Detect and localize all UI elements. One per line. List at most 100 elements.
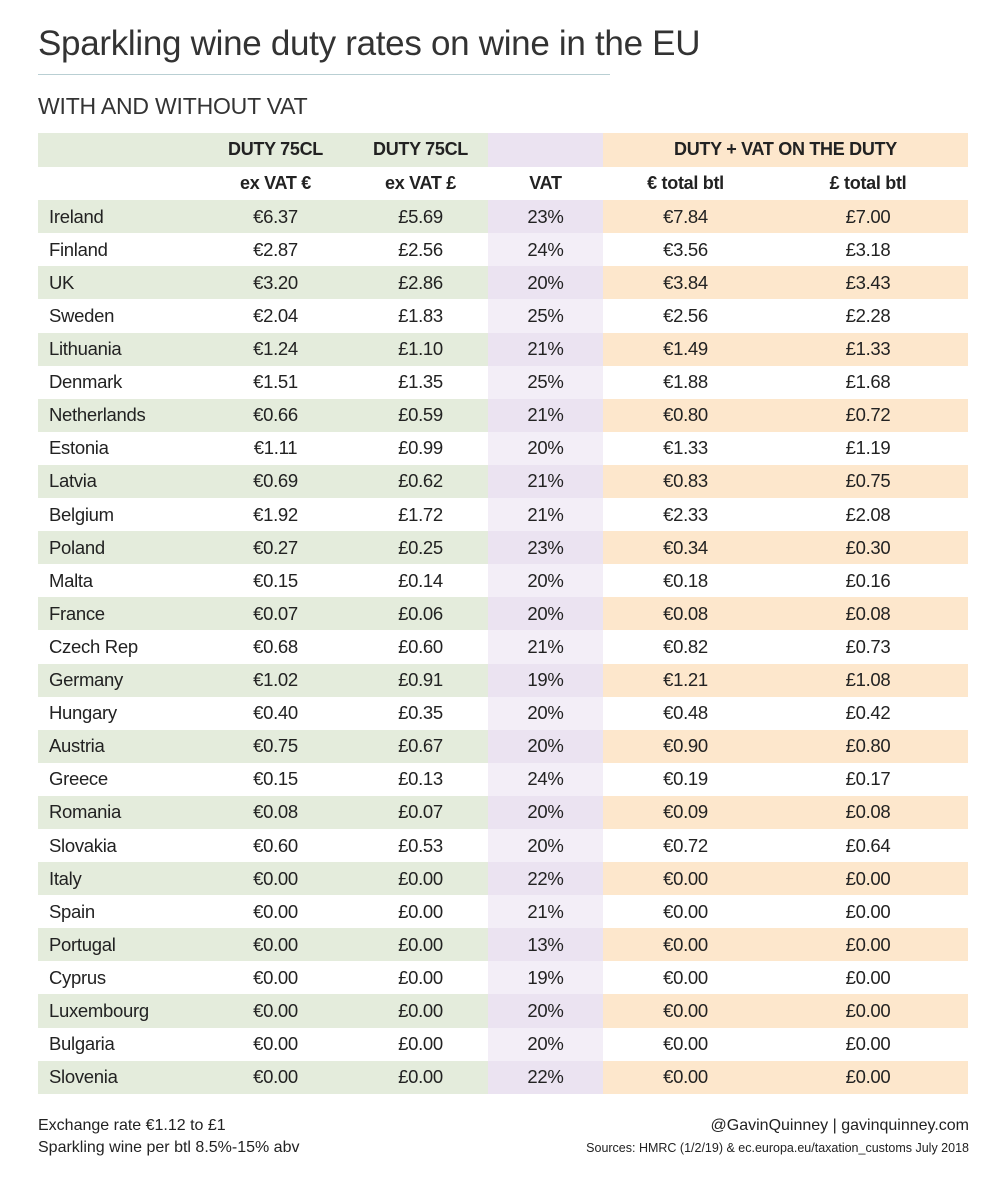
cell-country: UK — [38, 266, 198, 300]
cell-country: Slovakia — [49, 834, 117, 856]
cell-country: Latvia — [38, 464, 198, 499]
cell-duty-ex-vat-eur: €0.15 — [253, 569, 298, 591]
cell-total-eur: €0.90 — [603, 729, 768, 763]
cell-duty-ex-vat-gbp: £0.00 — [353, 1060, 488, 1094]
cell-duty-ex-vat-eur: €0.00 — [253, 1033, 298, 1055]
cell-vat-rate: 21% — [488, 630, 603, 664]
cell-duty-ex-vat-eur: €0.00 — [253, 966, 298, 988]
page-title: Sparkling wine duty rates on wine in the… — [38, 24, 701, 63]
cell-duty-ex-vat-eur: €1.51 — [253, 371, 298, 393]
cell-duty-ex-vat-eur: €0.60 — [253, 834, 298, 856]
cell-vat-rate: 20% — [488, 696, 603, 730]
cell-vat-rate: 22% — [488, 1060, 603, 1094]
cell-duty-ex-vat-eur: €0.08 — [198, 795, 353, 829]
table-row: Czech Rep €0.68 £0.60 21% €0.82 £0.73 — [38, 630, 968, 664]
cell-duty-ex-vat-gbp: £0.00 — [398, 900, 443, 922]
table-row: Luxembourg €0.00 £0.00 20% €0.00 £0.00 — [38, 994, 968, 1028]
cell-duty-ex-vat-gbp: £0.62 — [353, 464, 488, 499]
cell-duty-ex-vat-eur: €6.37 — [198, 200, 353, 234]
cell-duty-ex-vat-eur: €0.00 — [198, 1060, 353, 1094]
cell-country: Ireland — [38, 200, 198, 234]
cell-vat-rate: 20% — [488, 828, 603, 863]
cell-total-eur: €0.00 — [663, 900, 708, 922]
cell-total-gbp: £0.80 — [768, 729, 968, 763]
cell-duty-ex-vat-gbp: £0.06 — [353, 597, 488, 631]
cell-duty-ex-vat-gbp: £0.00 — [353, 928, 488, 962]
cell-duty-ex-vat-gbp: £2.56 — [398, 238, 443, 260]
table-row: Slovakia €0.60 £0.53 20% €0.72 £0.64 — [38, 828, 968, 863]
table-row: Malta €0.15 £0.14 20% €0.18 £0.16 — [38, 564, 968, 598]
cell-country: Cyprus — [49, 966, 106, 988]
cell-duty-ex-vat-eur: €1.92 — [253, 503, 298, 525]
cell-duty-ex-vat-gbp: £0.14 — [398, 569, 443, 591]
cell-duty-ex-vat-eur: €1.11 — [253, 437, 298, 459]
cell-total-gbp: £0.00 — [845, 966, 891, 988]
cell-country: Malta — [49, 569, 93, 591]
cell-total-eur: €0.18 — [663, 569, 708, 591]
cell-duty-ex-vat-eur: €3.20 — [198, 266, 353, 300]
table-row: Ireland €6.37 £5.69 23% €7.84 £7.00 — [38, 200, 968, 234]
duty-table: DUTY 75CL DUTY 75CL DUTY + VAT ON THE DU… — [38, 133, 968, 1094]
cell-duty-ex-vat-gbp: £0.00 — [353, 862, 488, 896]
table-row: Hungary €0.40 £0.35 20% €0.48 £0.42 — [38, 696, 968, 730]
cell-vat-rate: 23% — [488, 200, 603, 234]
cell-total-gbp: £0.00 — [845, 1033, 891, 1055]
footer-notes: Exchange rate €1.12 to £1 Sparkling wine… — [38, 1115, 299, 1159]
cell-total-gbp: £0.75 — [768, 464, 968, 499]
cell-total-gbp: £0.08 — [768, 597, 968, 631]
table-row: Belgium €1.92 £1.72 21% €2.33 £2.08 — [38, 498, 968, 532]
cell-total-gbp: £1.68 — [845, 371, 891, 393]
cell-duty-ex-vat-gbp: £1.83 — [398, 305, 443, 327]
header-vat: VAT — [488, 166, 603, 201]
table-body: Ireland €6.37 £5.69 23% €7.84 £7.00 Finland €2.… — [38, 200, 968, 1094]
cell-duty-ex-vat-gbp: £2.86 — [353, 266, 488, 300]
cell-duty-ex-vat-eur: €2.87 — [253, 238, 298, 260]
cell-vat-rate: 20% — [488, 1027, 603, 1061]
cell-total-eur: €1.21 — [603, 663, 768, 697]
cell-total-eur: €2.33 — [663, 503, 708, 525]
table-row: UK €3.20 £2.86 20% €3.84 £3.43 — [38, 266, 968, 300]
cell-duty-ex-vat-eur: €0.27 — [198, 531, 353, 565]
cell-vat-rate: 20% — [488, 597, 603, 631]
cell-duty-ex-vat-eur: €0.15 — [253, 768, 298, 790]
cell-duty-ex-vat-gbp: £0.00 — [398, 966, 443, 988]
cell-duty-ex-vat-gbp: £1.72 — [398, 503, 443, 525]
cell-total-eur: €0.00 — [603, 928, 768, 962]
cell-duty-ex-vat-gbp: £0.00 — [398, 1033, 443, 1055]
cell-duty-ex-vat-eur: €0.69 — [198, 464, 353, 499]
cell-vat-rate: 23% — [488, 531, 603, 565]
cell-total-gbp: £7.00 — [768, 200, 968, 234]
cell-duty-ex-vat-gbp: £5.69 — [353, 200, 488, 234]
cell-country: Austria — [38, 729, 198, 763]
cell-total-eur: €0.80 — [603, 398, 768, 432]
cell-vat-rate: 19% — [488, 663, 603, 697]
cell-country: Estonia — [49, 437, 109, 459]
cell-country: France — [38, 597, 198, 631]
header-vat-blank — [488, 133, 603, 167]
cell-total-eur: €1.88 — [663, 371, 708, 393]
cell-duty-ex-vat-gbp: £0.53 — [398, 834, 443, 856]
cell-duty-ex-vat-eur: €0.00 — [253, 900, 298, 922]
title-divider — [38, 74, 610, 75]
table-row: Portugal €0.00 £0.00 13% €0.00 £0.00 — [38, 928, 968, 962]
cell-duty-ex-vat-gbp: £0.99 — [398, 437, 443, 459]
cell-vat-rate: 21% — [488, 398, 603, 432]
cell-total-gbp: £0.00 — [845, 900, 891, 922]
cell-total-eur: €1.33 — [663, 437, 708, 459]
cell-vat-rate: 22% — [488, 862, 603, 896]
cell-duty-ex-vat-eur: €0.00 — [198, 994, 353, 1028]
cell-total-gbp: £0.64 — [845, 834, 891, 856]
cell-duty-ex-vat-eur: €2.04 — [253, 305, 298, 327]
cell-duty-ex-vat-eur: €1.02 — [198, 663, 353, 697]
cell-duty-ex-vat-eur: €1.24 — [198, 332, 353, 366]
cell-vat-rate: 25% — [488, 365, 603, 399]
cell-total-gbp: £0.00 — [768, 994, 968, 1028]
cell-country: Romania — [38, 795, 198, 829]
cell-total-eur: €0.00 — [603, 862, 768, 896]
cell-total-gbp: £0.16 — [845, 569, 891, 591]
abv-note: Sparkling wine per btl 8.5%-15% abv — [38, 1139, 300, 1156]
cell-duty-ex-vat-gbp: £0.13 — [398, 768, 443, 790]
cell-total-eur: €1.49 — [603, 332, 768, 366]
cell-total-gbp: £0.73 — [845, 635, 891, 657]
table-row: Estonia €1.11 £0.99 20% €1.33 £1.19 — [38, 431, 968, 465]
